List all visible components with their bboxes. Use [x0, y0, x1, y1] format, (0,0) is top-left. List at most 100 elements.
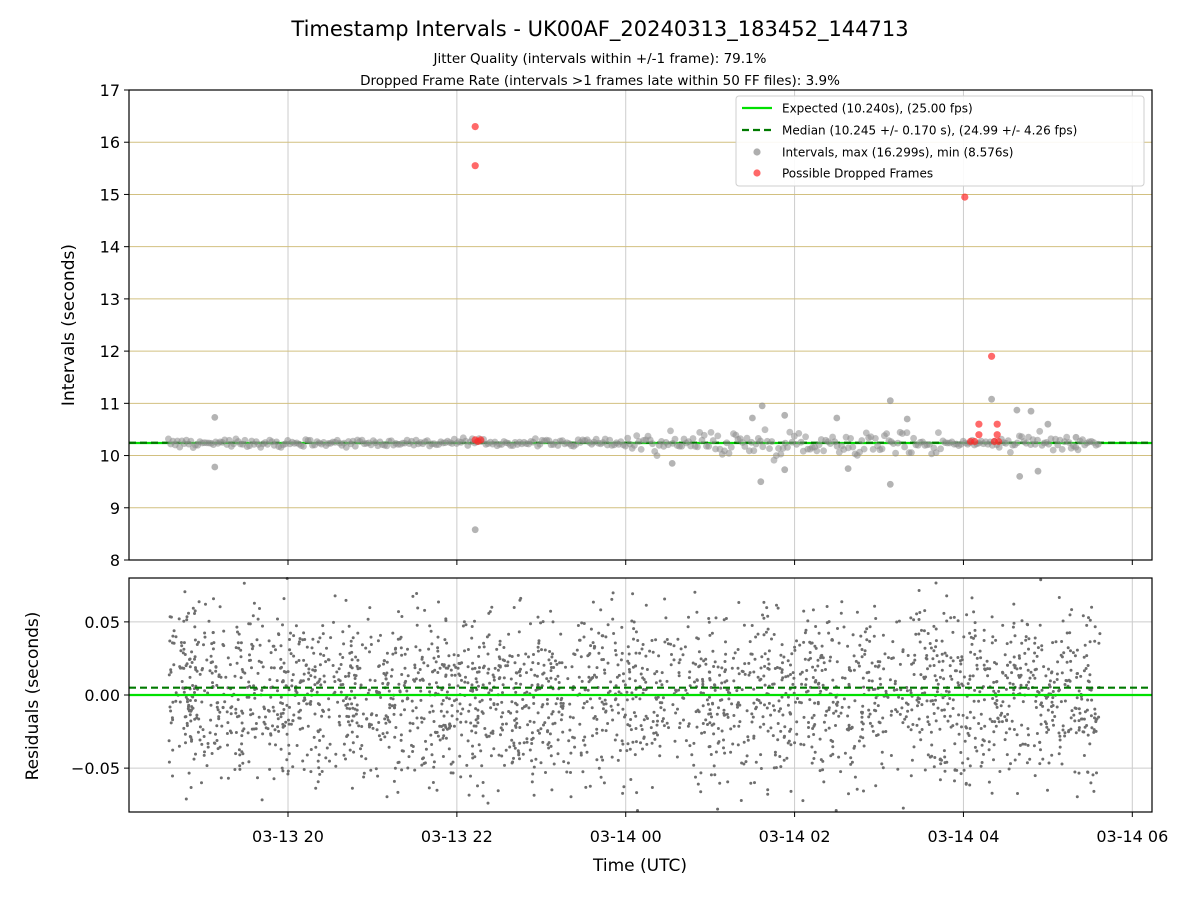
- residual-point: [764, 630, 768, 634]
- residual-point: [798, 672, 802, 676]
- residual-point: [326, 658, 330, 662]
- residual-point: [421, 757, 424, 761]
- residual-point: [799, 701, 803, 705]
- residual-point: [973, 634, 977, 638]
- residual-point: [273, 728, 277, 732]
- residual-point: [281, 725, 285, 729]
- residual-point: [382, 662, 385, 666]
- residual-point: [209, 718, 213, 722]
- residual-point: [814, 625, 818, 628]
- residual-point: [932, 649, 936, 653]
- residual-point: [580, 679, 584, 683]
- residual-point: [1063, 683, 1067, 686]
- residual-point: [188, 658, 191, 661]
- residual-point: [968, 783, 972, 787]
- residual-point: [703, 730, 706, 734]
- residual-point: [1023, 651, 1027, 655]
- residual-point: [508, 745, 512, 749]
- residual-point: [677, 688, 681, 692]
- residual-point: [901, 721, 905, 725]
- interval-point: [849, 443, 857, 451]
- residual-point: [665, 638, 669, 641]
- residual-point: [441, 728, 445, 732]
- residual-point: [1085, 708, 1089, 712]
- residual-point: [883, 652, 887, 656]
- residual-point: [736, 743, 740, 747]
- residual-point: [601, 634, 605, 638]
- residual-point: [424, 747, 428, 751]
- residual-point: [398, 690, 402, 694]
- residual-point: [1082, 730, 1086, 734]
- residual-point: [991, 697, 995, 700]
- residual-point: [1011, 625, 1015, 629]
- residual-point: [666, 642, 670, 646]
- residual-point: [541, 703, 545, 707]
- residual-point: [923, 609, 927, 613]
- residual-point: [465, 763, 469, 767]
- residual-point: [393, 735, 397, 739]
- interval-outlier-point: [903, 415, 911, 423]
- residual-point: [1033, 636, 1037, 640]
- residual-point: [857, 739, 861, 743]
- residual-point: [385, 651, 389, 655]
- residual-point: [861, 676, 865, 680]
- residual-point: [475, 680, 479, 684]
- residual-point: [297, 702, 301, 705]
- residual-point: [400, 653, 404, 657]
- residual-point: [462, 620, 466, 624]
- residual-point: [215, 705, 219, 709]
- residual-point: [442, 714, 446, 718]
- residual-point: [536, 729, 540, 733]
- residual-point: [238, 767, 242, 771]
- interval-point: [872, 435, 879, 442]
- residual-point: [925, 654, 929, 657]
- residual-point: [486, 801, 490, 805]
- dropped-frame-point: [995, 437, 1003, 446]
- residual-point: [209, 661, 213, 665]
- residual-point: [687, 615, 690, 619]
- residual-point: [915, 723, 919, 727]
- interval-outlier-point: [668, 460, 676, 467]
- residual-point: [917, 632, 921, 636]
- residual-point: [701, 677, 704, 681]
- residual-point: [429, 629, 433, 633]
- residual-point: [1026, 727, 1030, 731]
- residual-point: [1094, 729, 1098, 733]
- residual-point: [472, 724, 476, 728]
- residual-point: [821, 683, 825, 687]
- residual-point: [590, 706, 594, 710]
- residual-point: [376, 639, 380, 643]
- residual-point: [323, 680, 327, 684]
- residual-point: [781, 713, 785, 717]
- residual-point: [381, 732, 385, 736]
- residual-point: [884, 689, 888, 693]
- residual-point: [559, 718, 563, 722]
- residual-point: [355, 708, 359, 712]
- residual-point: [611, 617, 615, 621]
- residual-point: [715, 712, 719, 716]
- residual-point: [951, 698, 955, 702]
- residual-point: [716, 741, 720, 745]
- residual-point: [901, 648, 905, 652]
- residual-point: [1075, 795, 1079, 799]
- residual-point: [512, 741, 516, 745]
- residual-point: [842, 625, 846, 629]
- residual-point: [855, 787, 859, 791]
- residual-point: [452, 653, 456, 657]
- residual-point: [903, 717, 907, 721]
- residual-point: [467, 709, 471, 713]
- residual-point: [961, 761, 965, 765]
- residual-point: [852, 654, 856, 658]
- residual-point: [909, 616, 913, 620]
- residual-point: [934, 698, 937, 702]
- residual-point: [415, 716, 419, 720]
- interval-point: [671, 435, 679, 443]
- residual-point: [929, 730, 933, 734]
- residual-point: [1059, 653, 1063, 657]
- residual-point: [474, 677, 478, 681]
- residual-point: [328, 759, 331, 763]
- residual-point: [500, 700, 504, 704]
- residual-point: [549, 609, 553, 613]
- residual-point: [719, 686, 723, 690]
- residual-point: [943, 755, 947, 759]
